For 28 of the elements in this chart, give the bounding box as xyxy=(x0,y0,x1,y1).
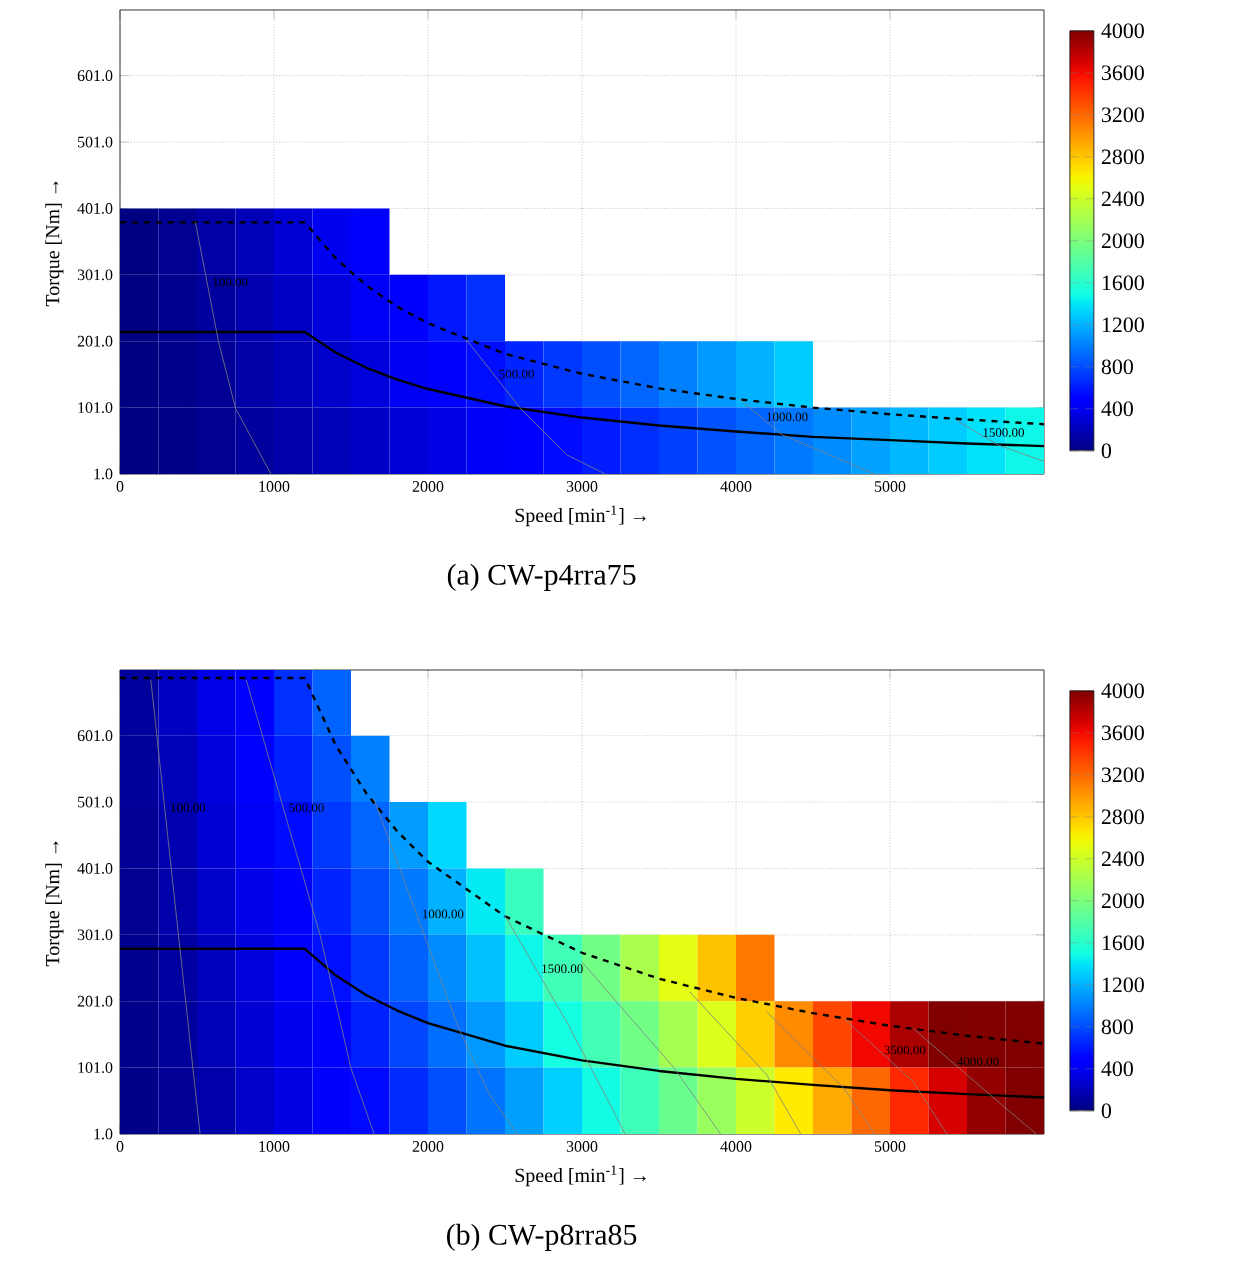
y-axis-title: Torque [Nm] → xyxy=(45,841,64,967)
color-bar-label: 2400 xyxy=(1101,191,1144,207)
color-bar-label: 0 xyxy=(1101,1103,1112,1119)
color-bar-label: 400 xyxy=(1101,401,1133,417)
color-bar-label: 3600 xyxy=(1101,65,1144,81)
color-bar-label: 3200 xyxy=(1101,107,1144,123)
color-bar-label: 3200 xyxy=(1101,767,1144,783)
text: (b) CW-p8rra85 xyxy=(447,1223,637,1251)
color-bar-label: 3600 xyxy=(1101,725,1144,741)
color-bar-label: 0 xyxy=(1101,443,1112,459)
text: (a) CW-p4rra75 xyxy=(447,563,636,591)
color-bar-label: 1200 xyxy=(1102,977,1144,993)
color-bar-label: 4000 xyxy=(1101,23,1144,39)
color-bar-label: 1600 xyxy=(1102,275,1144,291)
color-bar-label: 400 xyxy=(1101,1061,1133,1077)
color-bar-label: 2000 xyxy=(1101,893,1144,909)
color-bar-label: 2400 xyxy=(1101,851,1144,867)
x-axis-title: Speed [min$^{-1}$] → xyxy=(515,1165,646,1187)
color-bar-label: 1600 xyxy=(1102,935,1144,951)
y-axis-title: Torque [Nm] → xyxy=(45,181,64,307)
color-bar-label: 4000 xyxy=(1101,683,1144,699)
color-bar-label: 800 xyxy=(1101,359,1133,375)
color-bar-label: 2800 xyxy=(1101,149,1144,165)
color-bar-label: 2800 xyxy=(1101,809,1144,825)
color-bar-label: 2000 xyxy=(1101,233,1144,249)
color-bar-label: 1200 xyxy=(1102,317,1144,333)
x-axis-title: Speed [min$^{-1}$] → xyxy=(515,505,646,527)
color-bar-label: 800 xyxy=(1101,1019,1133,1035)
